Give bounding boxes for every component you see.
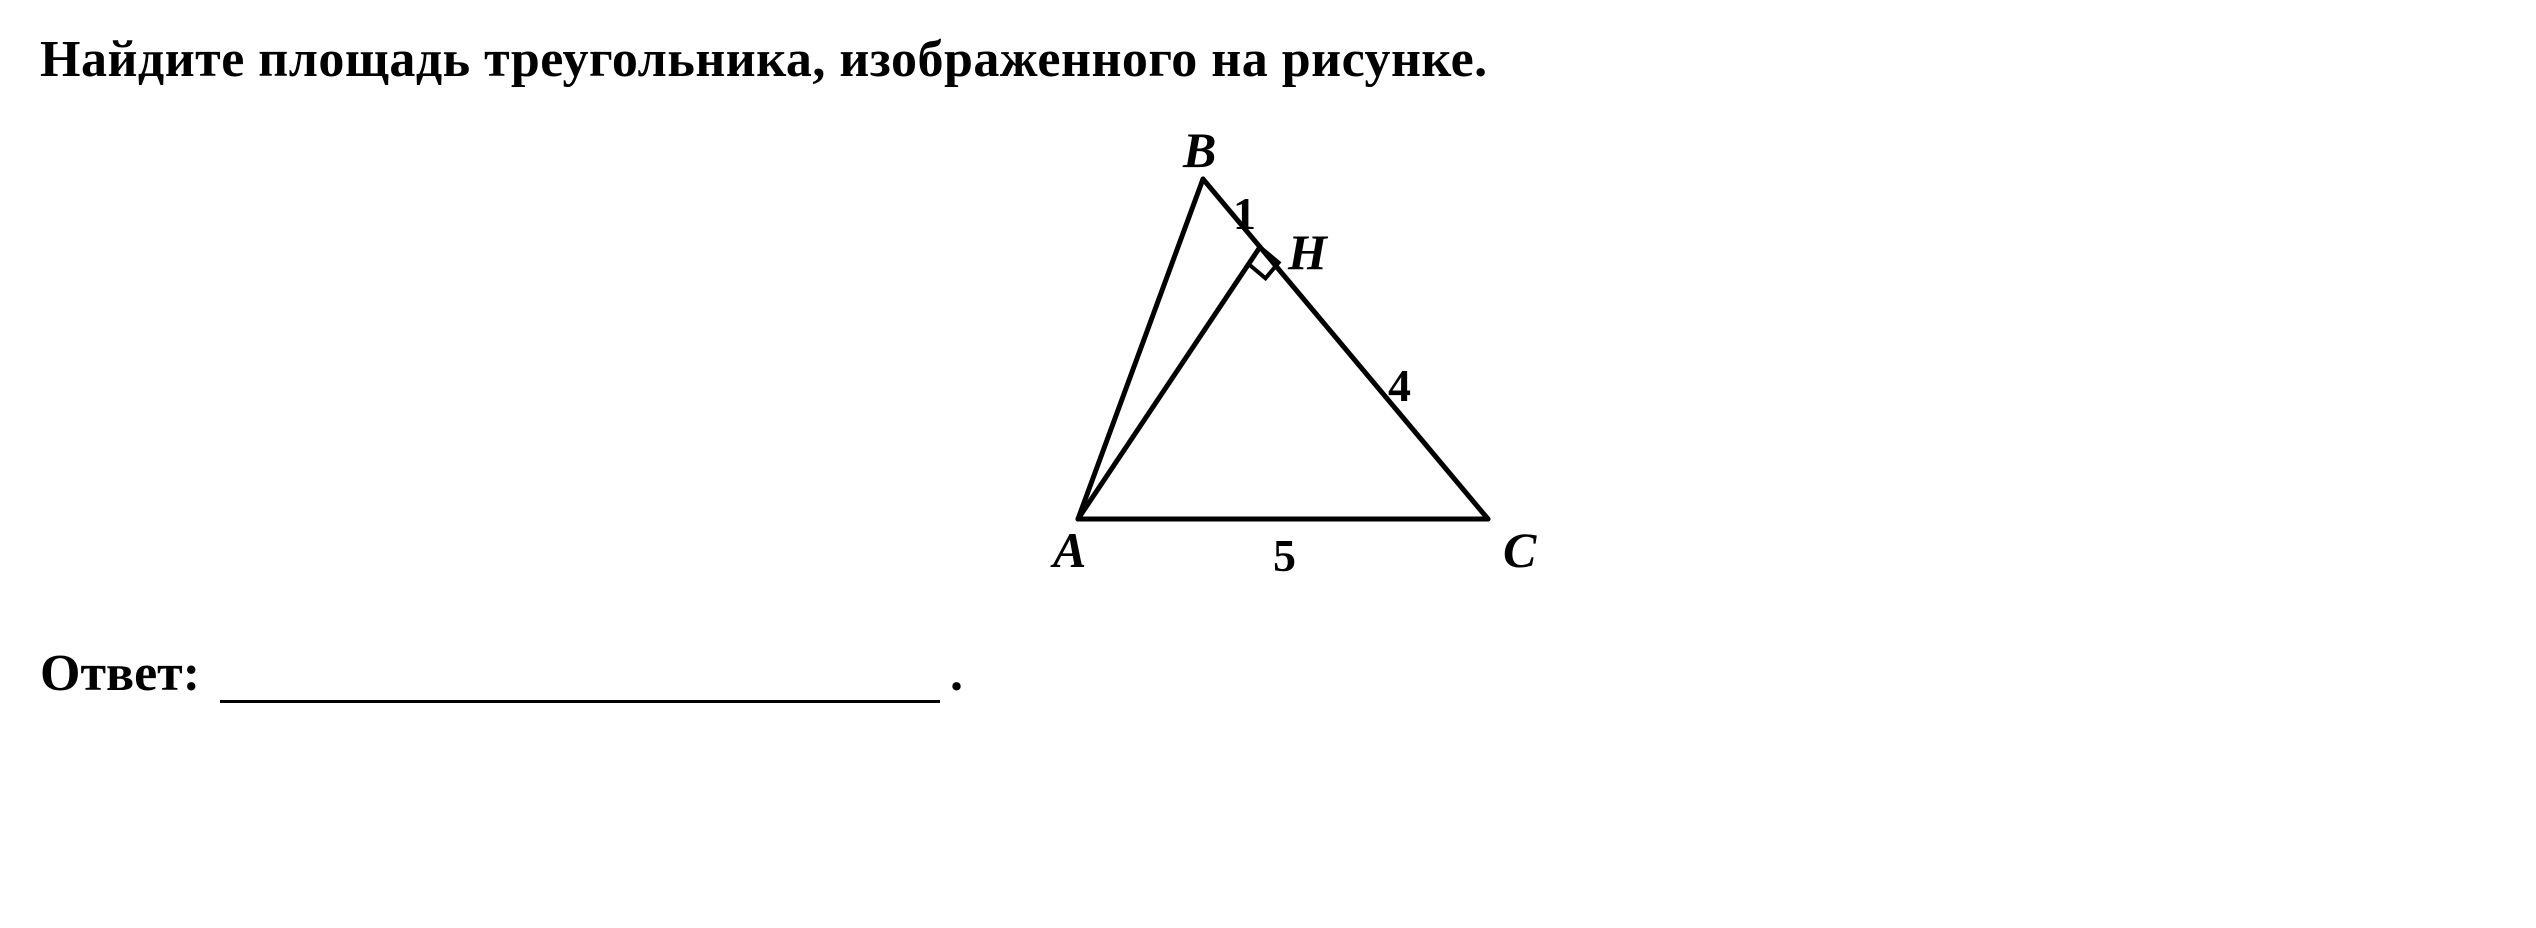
side-label-0: 1 bbox=[1233, 188, 1256, 239]
figure-container: A B C H1 4 5 bbox=[40, 119, 2496, 604]
answer-blank-line bbox=[220, 700, 940, 703]
vertex-label-c: C bbox=[1503, 522, 1537, 578]
side-label-2: 5 bbox=[1273, 530, 1296, 581]
vertex-label-a: A bbox=[1050, 522, 1086, 578]
triangle-figure: A B C H1 4 5 bbox=[928, 119, 1608, 604]
answer-label: Ответ: bbox=[40, 644, 200, 703]
geometry-svg: A B C H1 4 5 bbox=[928, 119, 1608, 599]
vertex-label-b: B bbox=[1182, 122, 1216, 178]
side-label-1: 4 bbox=[1388, 360, 1411, 411]
vertex-label-h: H bbox=[1287, 224, 1329, 280]
problem-statement: Найдите площадь треугольника, изображенн… bbox=[40, 30, 2496, 89]
answer-period: . bbox=[950, 644, 963, 703]
answer-row: Ответ: . bbox=[40, 644, 2496, 703]
